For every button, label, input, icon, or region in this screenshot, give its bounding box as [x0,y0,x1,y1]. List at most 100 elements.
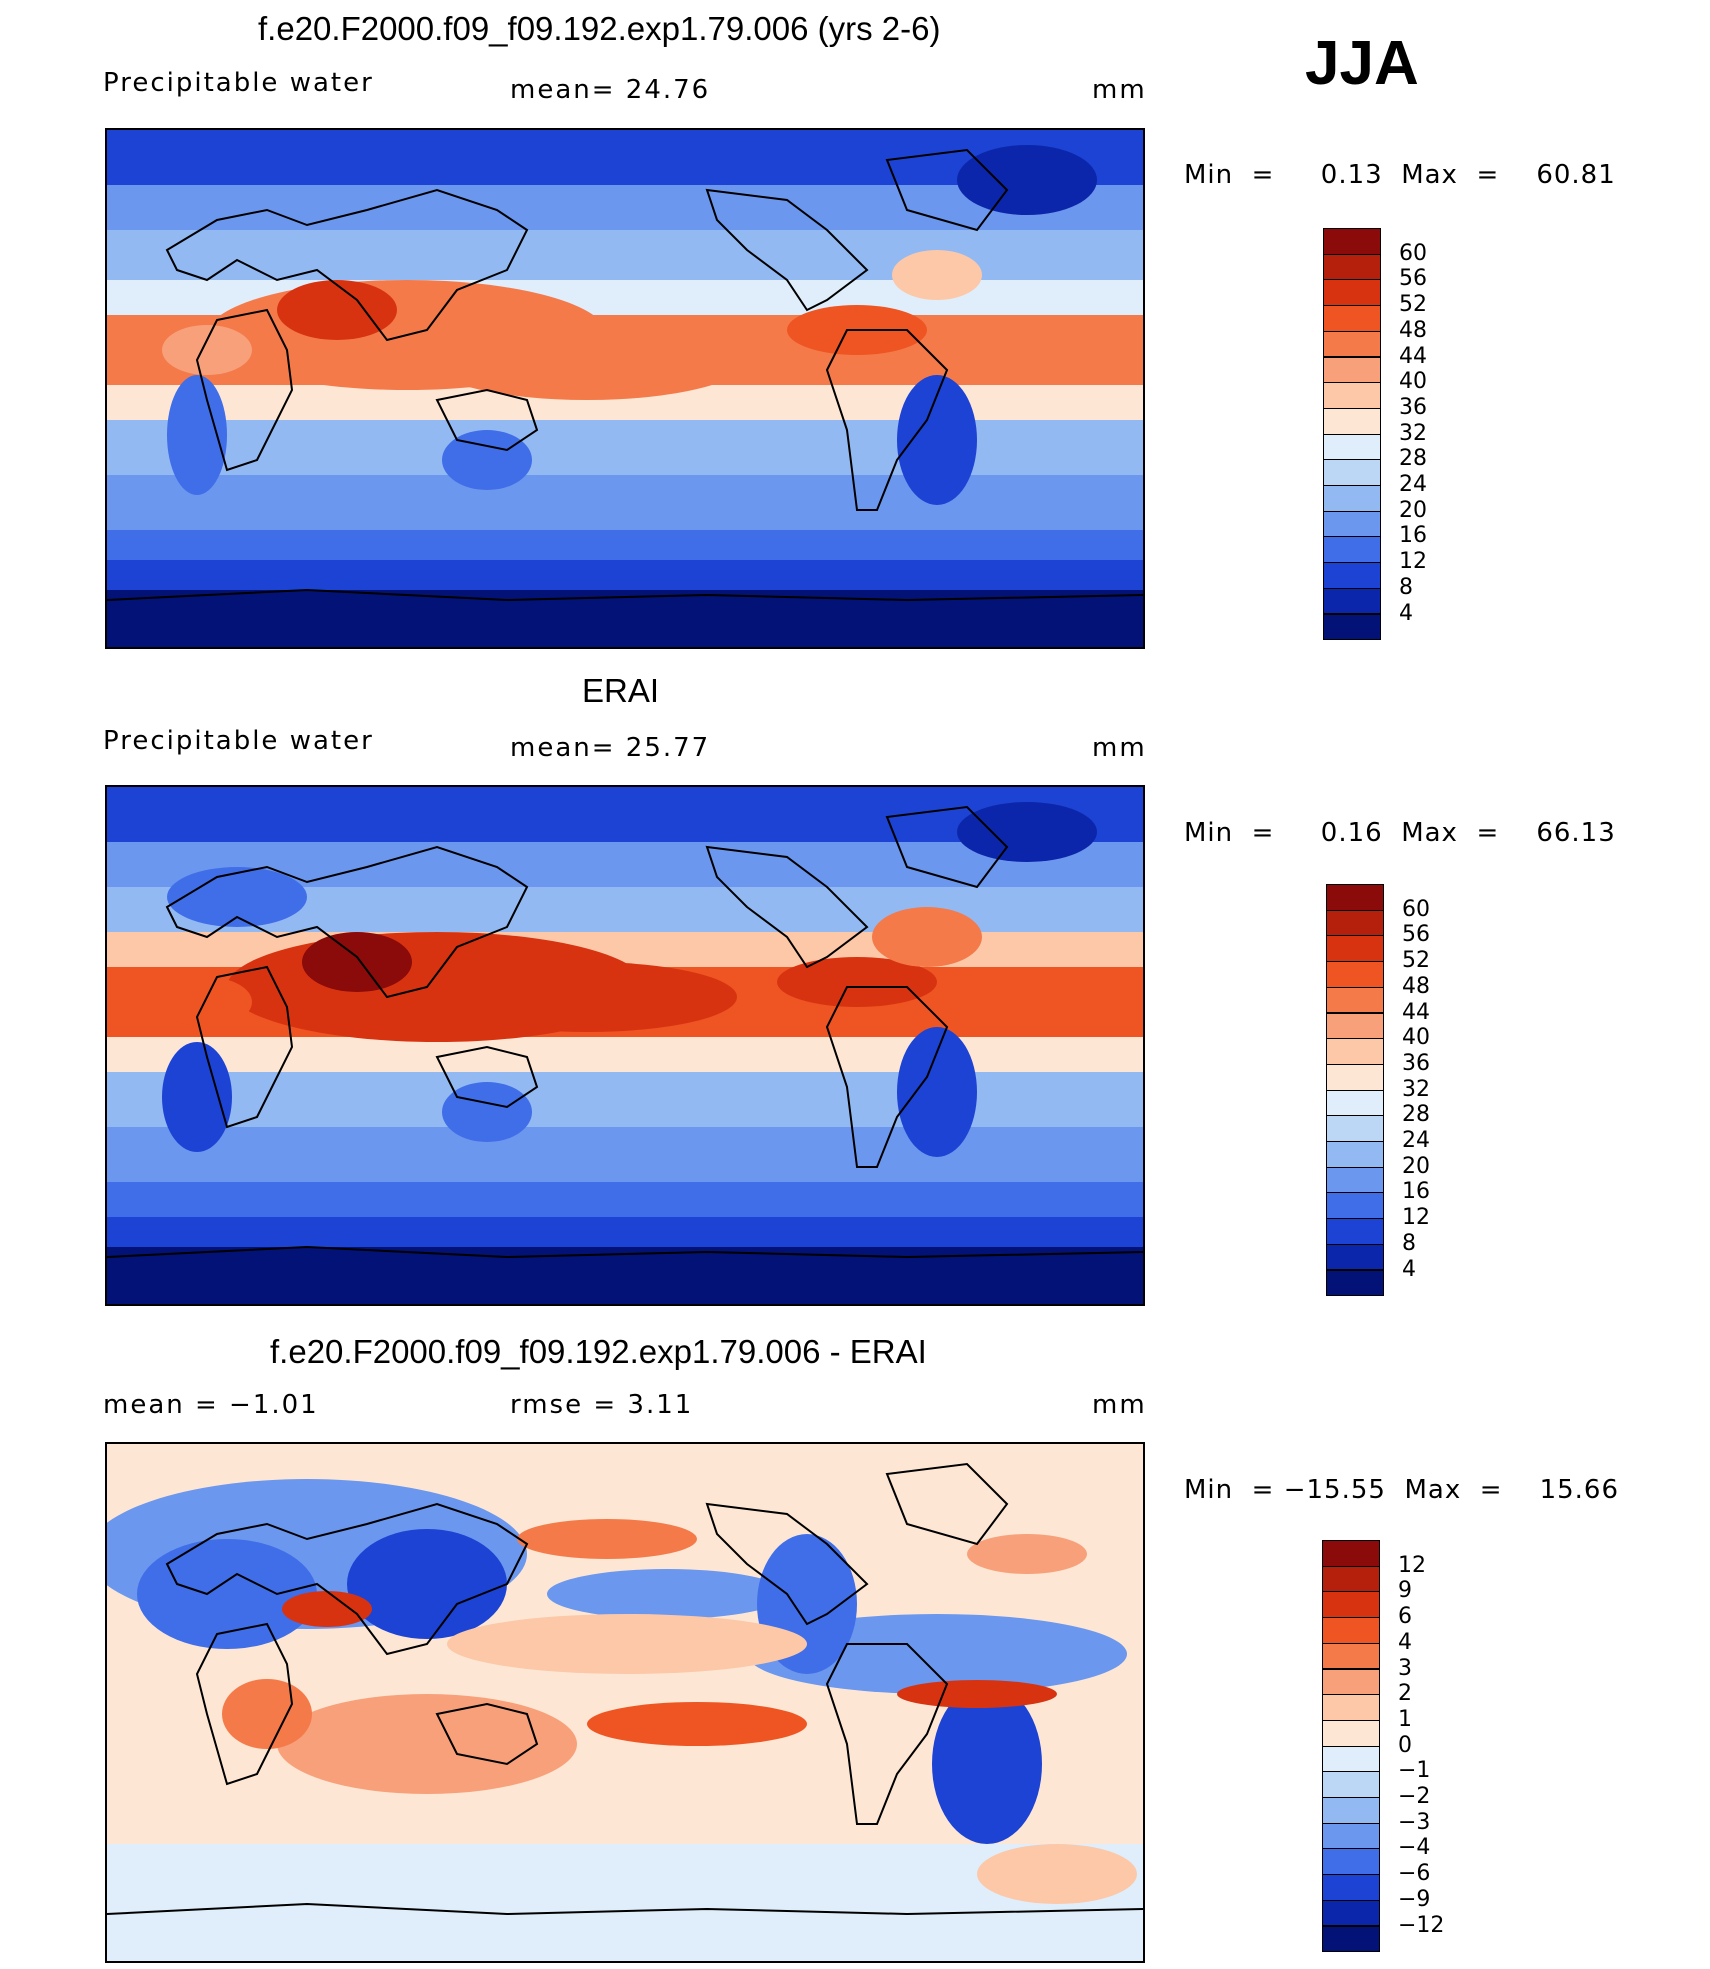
colorbar-swatch [1326,1243,1384,1271]
diff-field-plot [107,1444,1143,1961]
colorbar-swatch [1323,459,1381,486]
colorbar-tick-label: −3 [1398,1809,1431,1835]
panel-obs-colorbar: 60 56 52 48 44 40 36 32 28 24 20 16 12 8 4 [1326,884,1486,1297]
colorbar-tick-label: 1 [1398,1706,1412,1732]
colorbar-tick-label: 12 [1399,549,1427,575]
colorbar-tick-label: 36 [1402,1050,1430,1076]
colorbar-swatch [1326,1192,1384,1220]
colorbar-swatch [1322,1565,1380,1593]
panel-diff-colorbar: 12 9 6 4 3 2 1 0 −1 −2 −3 −4 −6 −9 −12 [1322,1540,1492,1953]
colorbar-swatch [1326,1269,1384,1297]
colorbar-tick-label: 16 [1402,1179,1430,1205]
colorbar-tick-label: −12 [1398,1912,1445,1938]
colorbar-swatch [1323,562,1381,589]
colorbar-tick-label: 6 [1398,1604,1412,1630]
colorbar-swatch [1322,1797,1380,1824]
model-field-plot [107,130,1143,647]
colorbar-swatch [1323,510,1381,538]
colorbar-tick-label: −4 [1398,1835,1431,1861]
colorbar-tick-label: 3 [1398,1655,1412,1681]
colorbar-tick-label: 32 [1399,420,1427,446]
panel-model-units: mm [1092,75,1147,105]
colorbar-tick-label: 28 [1402,1102,1430,1128]
colorbar-swatch [1322,1822,1380,1850]
colorbar-tick-label: 28 [1399,446,1427,472]
colorbar-swatch [1322,1745,1380,1773]
colorbar-tick-label: −1 [1398,1758,1431,1784]
colorbar-tick-label: −2 [1398,1784,1431,1809]
colorbar-swatch [1323,485,1381,512]
colorbar-swatch [1322,1694,1380,1721]
colorbar-tick-label: 8 [1399,574,1413,600]
colorbar-tick-label: 2 [1398,1681,1412,1707]
colorbar-tick-label: 56 [1402,922,1430,948]
panel-diff-map [105,1442,1145,1963]
colorbar-tick-label: 56 [1399,266,1427,292]
colorbar-tick-label: 32 [1402,1076,1430,1102]
colorbar-swatch [1322,1771,1380,1798]
colorbar-swatch [1322,1874,1380,1901]
panel-model-map [105,128,1145,649]
panel-diff-units: mm [1092,1390,1147,1420]
colorbar-swatch [1326,884,1384,911]
panel-model-minmax: Min = 0.13 Max = 60.81 [1184,160,1616,190]
colorbar-swatch [1323,536,1381,564]
colorbar-swatch [1323,613,1381,641]
colorbar-swatch [1323,407,1381,435]
colorbar-tick-label: 8 [1402,1230,1416,1256]
colorbar-swatch [1326,1038,1384,1065]
colorbar-swatch [1322,1540,1380,1567]
panel-obs-map [105,785,1145,1306]
colorbar-swatch [1326,909,1384,937]
colorbar-swatch [1326,1115,1384,1142]
colorbar-tick-label: −9 [1398,1886,1431,1912]
colorbar-tick-label: 44 [1402,999,1430,1025]
colorbar-tick-label: 52 [1399,292,1427,318]
colorbar-swatch [1326,1141,1384,1168]
colorbar-tick-label: 24 [1399,472,1427,497]
colorbar-tick-label: 12 [1398,1552,1426,1578]
panel-diff-title: f.e20.F2000.f09_f09.192.exp1.79.006 - ER… [270,1333,927,1370]
colorbar-swatch [1322,1617,1380,1644]
colorbar-tick-label: 20 [1402,1153,1430,1179]
panel-model-colorbar: 60 56 52 48 44 40 36 32 28 24 20 16 12 8 4 [1323,228,1483,641]
colorbar-swatch [1322,1591,1380,1619]
panel-diff-minmax: Min = −15.55 Max = 15.66 [1184,1475,1620,1505]
colorbar-swatch [1323,356,1381,384]
colorbar-swatch [1322,1925,1380,1953]
colorbar-tick-label: 36 [1399,394,1427,420]
colorbar-swatch [1326,961,1384,988]
colorbar-swatch [1323,228,1381,255]
panel-obs-title: ERAI [582,672,660,709]
colorbar-tick-label: 52 [1402,948,1430,974]
panel-model-mean-label: mean= 24.76 [510,75,711,105]
colorbar-tick-label: 48 [1402,973,1430,999]
panel-obs-mean-label: mean= 25.77 [510,733,711,763]
colorbar-swatch [1322,1719,1380,1747]
panel-obs-minmax: Min = 0.16 Max = 66.13 [1184,818,1616,848]
colorbar-tick-label: −6 [1398,1861,1431,1887]
colorbar-tick-label: 60 [1402,896,1430,922]
colorbar-swatch [1322,1848,1380,1876]
colorbar-tick-label: 40 [1399,369,1427,395]
colorbar-tick-label: 4 [1399,600,1413,626]
colorbar-swatch [1322,1899,1380,1927]
colorbar-tick-label: 4 [1398,1629,1412,1655]
panel-diff-rmse-label: rmse = 3.11 [510,1390,694,1420]
colorbar-swatch [1326,1218,1384,1245]
panel-obs-variable-label: Precipitable water [103,726,374,756]
colorbar-swatch [1326,1063,1384,1091]
colorbar-swatch [1326,1166,1384,1194]
colorbar-swatch [1322,1642,1380,1670]
colorbar-tick-label: 9 [1398,1578,1412,1604]
panel-model-title: f.e20.F2000.f09_f09.192.exp1.79.006 (yrs… [258,10,941,47]
season-label: JJA [1305,29,1419,98]
obs-field-plot [107,787,1143,1304]
colorbar-tick-label: 4 [1402,1256,1416,1282]
colorbar-swatch [1323,433,1381,461]
colorbar-tick-label: 24 [1402,1128,1430,1153]
colorbar-swatch [1323,587,1381,615]
colorbar-tick-label: 44 [1399,343,1427,369]
colorbar-tick-label: 16 [1399,523,1427,549]
